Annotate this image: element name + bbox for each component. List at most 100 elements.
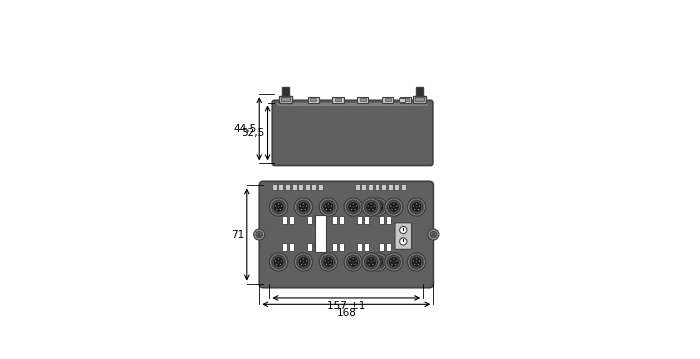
FancyBboxPatch shape (272, 100, 433, 165)
Circle shape (326, 209, 327, 210)
Circle shape (300, 205, 301, 207)
Bar (272, 184, 276, 190)
Bar (386, 216, 391, 224)
Circle shape (365, 201, 377, 213)
Circle shape (356, 205, 357, 207)
Circle shape (328, 261, 329, 262)
Bar (339, 243, 344, 251)
Circle shape (419, 205, 420, 207)
Circle shape (353, 261, 354, 262)
Circle shape (276, 264, 277, 265)
Circle shape (298, 201, 309, 213)
Bar (379, 243, 384, 251)
Circle shape (374, 205, 375, 207)
Circle shape (275, 260, 276, 262)
Circle shape (370, 206, 372, 208)
Circle shape (371, 200, 386, 214)
Circle shape (330, 260, 332, 262)
Bar (289, 243, 294, 251)
Circle shape (303, 206, 304, 208)
Circle shape (377, 203, 379, 205)
Circle shape (353, 206, 354, 208)
Circle shape (328, 203, 329, 205)
Circle shape (278, 206, 279, 208)
Bar (279, 184, 284, 190)
Circle shape (301, 209, 302, 210)
Circle shape (381, 205, 382, 207)
Bar (361, 184, 366, 190)
Circle shape (368, 205, 369, 207)
Text: 32,5: 32,5 (241, 128, 265, 138)
FancyBboxPatch shape (259, 181, 433, 288)
Circle shape (368, 260, 369, 262)
Circle shape (280, 264, 281, 265)
Circle shape (416, 203, 417, 205)
Circle shape (374, 260, 375, 262)
Circle shape (370, 261, 372, 262)
Circle shape (298, 257, 309, 267)
Bar (382, 97, 393, 103)
Bar (413, 95, 426, 103)
Circle shape (276, 209, 277, 210)
Circle shape (400, 238, 407, 245)
Circle shape (354, 209, 356, 210)
Circle shape (328, 258, 329, 260)
Circle shape (325, 260, 326, 262)
Circle shape (330, 209, 331, 210)
Bar (283, 216, 288, 224)
Bar (307, 243, 312, 251)
Bar (335, 98, 341, 101)
Bar (304, 184, 310, 190)
Circle shape (370, 258, 372, 260)
Circle shape (400, 227, 407, 234)
Bar (314, 243, 319, 251)
Circle shape (389, 257, 399, 267)
Circle shape (377, 258, 379, 260)
Circle shape (278, 261, 279, 262)
Circle shape (321, 255, 335, 269)
Bar (318, 184, 323, 190)
Circle shape (414, 209, 415, 210)
Circle shape (304, 264, 306, 265)
Circle shape (253, 229, 265, 240)
Bar (355, 184, 360, 190)
Bar (364, 216, 369, 224)
Circle shape (393, 261, 394, 262)
Circle shape (365, 257, 377, 267)
Circle shape (391, 209, 393, 210)
Circle shape (362, 198, 380, 216)
Circle shape (390, 205, 391, 207)
Circle shape (369, 209, 370, 210)
Circle shape (321, 200, 335, 214)
Circle shape (416, 206, 417, 208)
Circle shape (270, 253, 288, 271)
Circle shape (372, 209, 374, 210)
Bar (339, 216, 344, 224)
Circle shape (323, 201, 334, 213)
Circle shape (372, 264, 374, 265)
Circle shape (301, 264, 302, 265)
Circle shape (428, 229, 439, 240)
Circle shape (306, 260, 307, 262)
Circle shape (349, 260, 351, 262)
Bar (357, 243, 362, 251)
Circle shape (325, 205, 326, 207)
Circle shape (346, 200, 360, 214)
Circle shape (381, 260, 382, 262)
Circle shape (393, 206, 394, 208)
Circle shape (353, 258, 354, 260)
Circle shape (393, 258, 395, 260)
Text: 168: 168 (337, 308, 356, 318)
Circle shape (377, 261, 379, 262)
Bar (314, 216, 319, 224)
Bar (282, 87, 289, 95)
Bar (388, 184, 393, 190)
Bar (394, 184, 400, 190)
Circle shape (330, 264, 331, 265)
Circle shape (351, 264, 352, 265)
Bar (360, 98, 365, 101)
Circle shape (391, 264, 393, 265)
Circle shape (389, 201, 399, 213)
Bar (357, 216, 362, 224)
Circle shape (362, 253, 380, 271)
